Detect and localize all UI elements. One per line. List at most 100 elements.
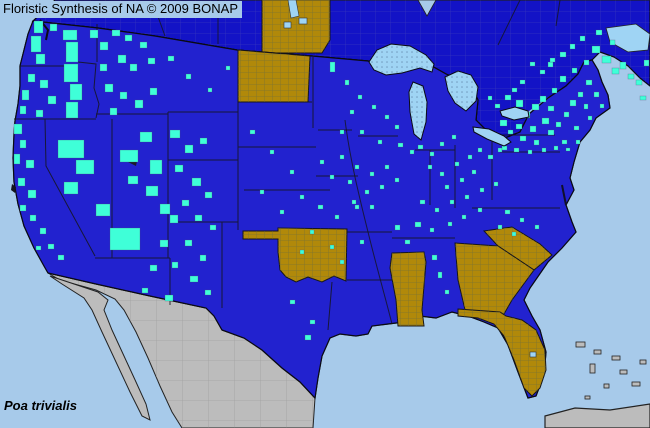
county-record-patch — [329, 61, 336, 73]
county-record-patch — [319, 159, 325, 165]
county-record-patch — [369, 171, 375, 177]
county-record-patch — [339, 259, 345, 265]
county-record-patch — [549, 57, 556, 63]
county-record-patch — [145, 185, 159, 197]
county-record-patch — [164, 294, 174, 302]
county-record-patch — [109, 227, 141, 251]
county-record-patch — [371, 104, 377, 110]
county-record-patch — [527, 149, 533, 155]
county-record-patch — [477, 147, 483, 153]
county-record-patch — [95, 203, 111, 217]
county-record-patch — [611, 67, 620, 75]
province-borders — [151, 0, 561, 46]
county-record-patch — [369, 204, 375, 210]
county-record-patch — [117, 54, 127, 64]
baja-california — [49, 275, 151, 421]
county-record-patch — [347, 179, 353, 185]
county-record-patch — [19, 204, 27, 212]
county-record-patch — [127, 175, 139, 185]
county-record-patch — [139, 131, 153, 143]
county-record-patch — [349, 109, 355, 115]
county-record-patch — [397, 142, 404, 148]
county-record-patch — [587, 115, 593, 121]
county-record-patch — [207, 87, 213, 93]
county-record-patch — [444, 289, 450, 295]
region-north-dakota-counties — [238, 50, 310, 102]
state-borders — [14, 24, 560, 331]
county-record-patch — [487, 95, 493, 101]
county-record-patch — [569, 99, 577, 107]
county-record-patch — [317, 204, 324, 210]
county-record-patch — [513, 147, 520, 153]
county-record-patch — [189, 275, 199, 283]
county-record-patch — [104, 83, 114, 93]
county-record-patch — [129, 63, 138, 72]
county-record-patch — [19, 139, 27, 149]
county-record-patch — [519, 135, 527, 142]
county-record-patch — [35, 53, 46, 65]
county-record-patch — [171, 261, 179, 269]
county-record-patch — [579, 35, 586, 42]
county-record-patch — [551, 87, 558, 94]
county-record-patch — [504, 94, 512, 101]
county-record-patch — [434, 207, 440, 213]
county-record-patch — [429, 227, 435, 233]
county-record-patch — [344, 79, 350, 86]
county-record-patch — [504, 209, 511, 215]
county-record-patch — [354, 164, 360, 170]
county-record-patch — [539, 69, 546, 75]
county-record-patch — [569, 43, 576, 50]
county-record-patch — [547, 129, 555, 136]
county-record-patch — [89, 29, 99, 39]
county-record-patch — [497, 224, 503, 230]
county-record-patch — [141, 287, 149, 294]
county-record-patch — [339, 154, 345, 160]
county-record-patch — [451, 134, 457, 140]
county-record-patch — [354, 204, 360, 210]
county-record-patch — [487, 154, 494, 160]
county-record-patch — [109, 107, 118, 116]
county-record-patch — [289, 169, 295, 175]
county-record-patch — [47, 95, 57, 105]
county-record-patch — [124, 34, 133, 42]
cyan-county-layer — [13, 5, 650, 341]
county-record-patch — [13, 123, 23, 135]
county-record-patch — [497, 147, 503, 153]
region-oklahoma-counties — [243, 228, 347, 282]
county-record-patch — [493, 181, 499, 187]
county-record-patch — [357, 94, 363, 100]
county-record-patch — [259, 189, 265, 195]
lake-winnipegosis — [298, 17, 308, 25]
county-record-patch — [437, 271, 443, 279]
county-record-patch — [419, 199, 426, 205]
county-record-patch — [477, 207, 483, 213]
county-record-patch — [149, 264, 158, 272]
county-record-patch — [494, 103, 501, 109]
county-record-patch — [547, 61, 554, 68]
county-record-patch — [409, 149, 415, 155]
lakes-dot-texture — [369, 44, 478, 140]
county-record-patch — [577, 91, 584, 98]
county-record-patch — [599, 103, 605, 109]
county-record-patch — [279, 209, 285, 215]
county-record-patch — [199, 254, 207, 262]
county-record-patch — [591, 45, 601, 54]
county-record-patch — [329, 244, 335, 250]
county-record-patch — [377, 139, 383, 145]
county-record-patch — [464, 194, 470, 200]
county-record-patch — [359, 239, 365, 245]
county-record-patch — [167, 55, 175, 62]
county-record-patch — [339, 129, 345, 135]
county-record-patch — [501, 145, 508, 151]
county-record-patch — [601, 55, 612, 64]
county-record-patch — [394, 124, 400, 130]
county-record-patch — [169, 129, 181, 139]
county-record-patch — [379, 184, 385, 190]
county-record-patch — [444, 184, 450, 190]
county-record-patch — [25, 159, 35, 169]
county-record-patch — [65, 101, 79, 119]
county-record-patch — [204, 191, 213, 199]
county-record-patch — [169, 214, 179, 224]
county-record-patch — [111, 29, 121, 37]
